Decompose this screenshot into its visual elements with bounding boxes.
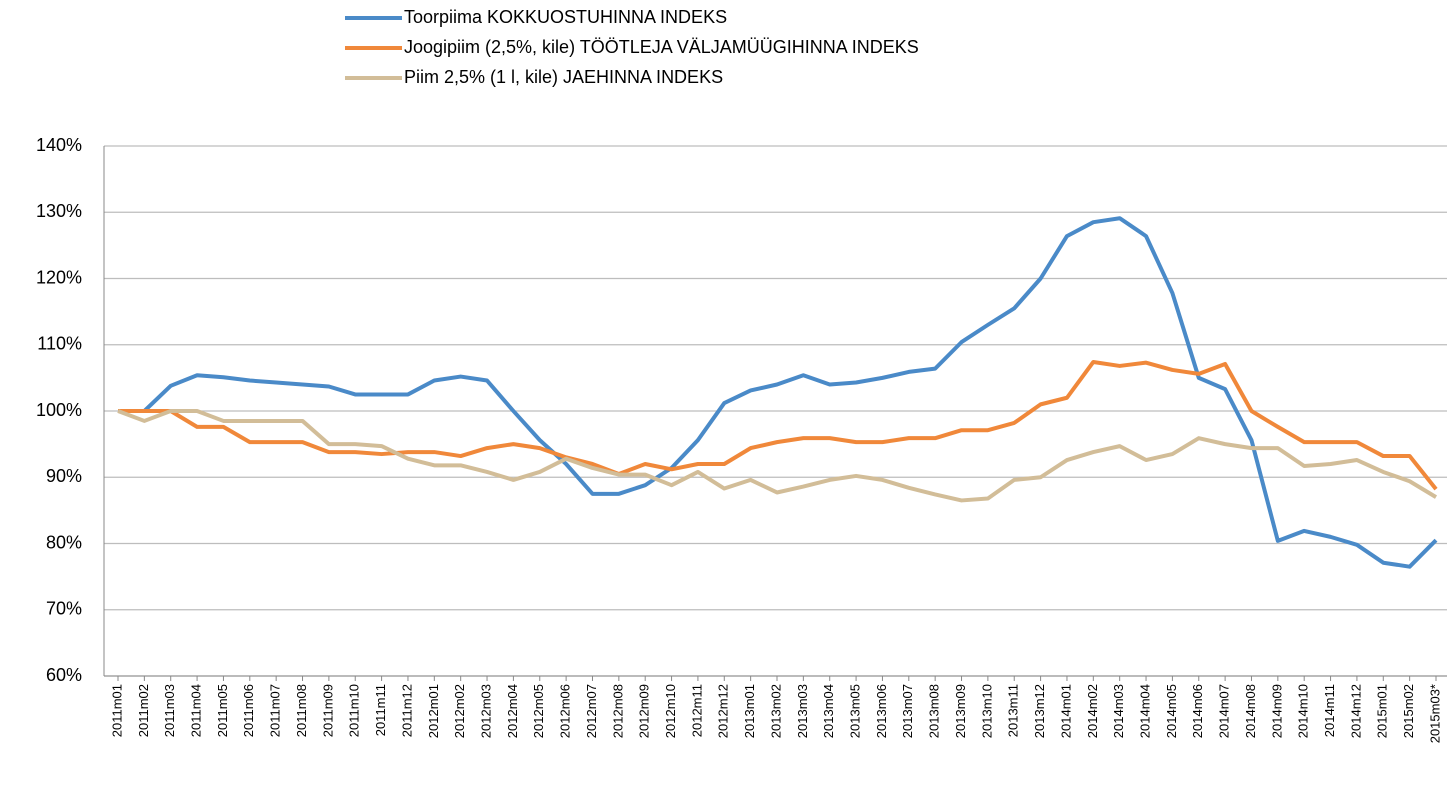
x-tick-label: 2013m11 <box>1006 684 1021 737</box>
x-tick-label: 2014m05 <box>1164 684 1179 738</box>
x-tick-label: 2011m11 <box>373 684 388 736</box>
y-tick-label: 90% <box>46 466 82 486</box>
x-tick-label: 2014m04 <box>1137 684 1152 738</box>
x-tick-label: 2011m12 <box>399 684 414 737</box>
data-line <box>118 216 1438 569</box>
x-tick-label: 2014m06 <box>1190 684 1205 738</box>
x-tick-label: 2011m07 <box>268 684 283 737</box>
x-tick-label: 2014m09 <box>1269 684 1284 738</box>
x-tick-label: 2011m05 <box>215 684 230 737</box>
x-tick-label: 2013m04 <box>821 684 836 738</box>
x-tick-label: 2014m02 <box>1085 684 1100 738</box>
x-tick-label: 2012m11 <box>689 684 704 737</box>
x-tick-label: 2012m05 <box>531 684 546 738</box>
x-tick-label: 2015m02 <box>1401 684 1416 738</box>
x-tick-label: 2014m10 <box>1296 684 1311 738</box>
y-tick-label: 120% <box>36 267 82 287</box>
x-tick-label: 2012m06 <box>558 684 573 738</box>
x-tick-label: 2013m03 <box>795 684 810 738</box>
data-line <box>117 409 1438 503</box>
x-tick-label: 2014m12 <box>1348 684 1363 738</box>
x-tick-label: 2012m03 <box>478 684 493 738</box>
x-tick-label: 2015m01 <box>1375 684 1390 738</box>
x-tick-label: 2012m08 <box>610 684 625 738</box>
x-tick-label: 2013m05 <box>848 684 863 738</box>
x-tick-label: 2012m09 <box>637 684 652 738</box>
legend-label: Joogipiim (2,5%, kile) TÖÖTLEJA VÄLJAMÜÜ… <box>404 37 919 57</box>
y-tick-label: 70% <box>46 599 82 619</box>
x-tick-label: 2014m08 <box>1243 684 1258 738</box>
x-tick-label: 2012m04 <box>505 684 520 738</box>
x-tick-label: 2014m11 <box>1322 684 1337 737</box>
x-tick-label: 2012m07 <box>584 684 599 738</box>
x-tick-label: 2011m02 <box>136 684 151 737</box>
legend-label: Piim 2,5% (1 l, kile) JAEHINNA INDEKS <box>404 67 723 87</box>
x-tick-label: 2013m07 <box>900 684 915 738</box>
data-line <box>118 359 1438 491</box>
x-tick-label: 2014m01 <box>1058 684 1073 738</box>
y-tick-label: 130% <box>36 201 82 221</box>
x-tick-label: 2013m01 <box>742 684 757 738</box>
x-tick-label: 2012m12 <box>716 684 731 738</box>
legend-label: Toorpiima KOKKUOSTUHINNA INDEKS <box>404 7 727 27</box>
x-tick-label: 2014m03 <box>1111 684 1126 738</box>
x-tick-label: 2011m04 <box>189 684 204 737</box>
x-tick-label: 2015m03* <box>1427 684 1442 743</box>
y-tick-label: 140% <box>36 135 82 155</box>
y-tick-label: 80% <box>46 532 82 552</box>
y-tick-label: 60% <box>46 665 82 685</box>
x-tick-label: 2013m10 <box>979 684 994 738</box>
x-tick-label: 2013m06 <box>874 684 889 738</box>
x-tick-label: 2011m08 <box>294 684 309 737</box>
x-tick-label: 2013m08 <box>927 684 942 738</box>
x-tick-label: 2012m01 <box>426 684 441 738</box>
x-tick-label: 2011m03 <box>162 684 177 737</box>
x-tick-label: 2013m12 <box>1032 684 1047 738</box>
x-tick-label: 2011m09 <box>320 684 335 737</box>
x-tick-label: 2014m07 <box>1217 684 1232 738</box>
x-tick-label: 2012m10 <box>663 684 678 738</box>
x-tick-label: 2011m06 <box>241 684 256 737</box>
y-tick-label: 100% <box>36 400 82 420</box>
x-tick-label: 2013m09 <box>953 684 968 738</box>
x-tick-label: 2013m02 <box>768 684 783 738</box>
x-tick-label: 2011m01 <box>109 684 124 737</box>
x-tick-label: 2011m10 <box>347 684 362 737</box>
y-tick-label: 110% <box>37 334 82 354</box>
x-tick-label: 2012m02 <box>452 684 467 738</box>
